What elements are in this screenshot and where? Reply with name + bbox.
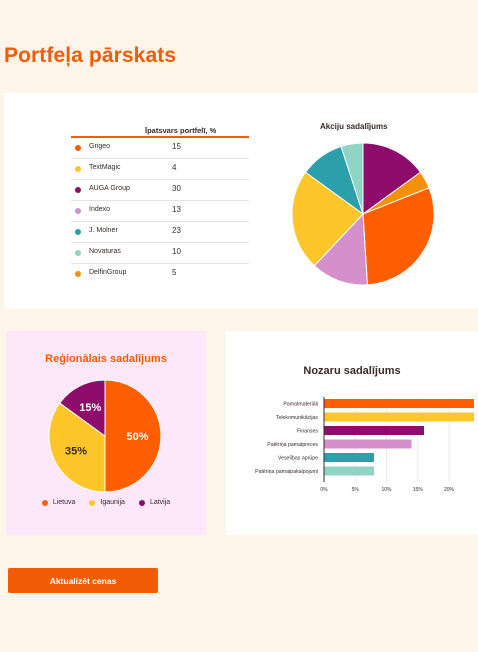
category-label: Patēriņa pamatpreces	[267, 442, 318, 448]
category-label: Finanses	[297, 429, 318, 435]
bar	[324, 426, 424, 435]
bar	[324, 439, 412, 449]
company-name: DelfinGroup	[89, 269, 127, 276]
company-weight: 13	[172, 205, 181, 214]
company-name: Grigeo	[89, 143, 111, 150]
x-tick-label: 10%	[381, 487, 392, 493]
region-chart-title: Reģionālais sadalījums	[45, 353, 167, 365]
portfolio-table: Īpatsvars portfelī, % Grigeo 15 TextMagic 4…	[71, 116, 249, 284]
holdings-pie-slice	[291, 171, 364, 267]
refresh-prices-button[interactable]: Aktualizēt cenas	[8, 568, 158, 593]
region-card: Reģionālais sadalījums 50% 35% 15% Lietuva…	[6, 331, 206, 535]
table-row: DelfinGroup 5	[71, 264, 249, 284]
legend-color-dot	[89, 499, 96, 506]
table-row: TextMagic 4	[71, 159, 249, 180]
series-color-dot	[75, 250, 81, 256]
company-name: TextMagic	[89, 164, 121, 171]
holdings-pie-slice	[313, 212, 368, 286]
slice-value-label: 15%	[79, 402, 101, 414]
holdings-pie-slice	[362, 142, 422, 215]
company-weight: 5	[172, 268, 177, 277]
legend-item-latvija: Latvija	[138, 499, 171, 506]
category-label: Veselības aprūpe	[278, 456, 318, 462]
x-tick-label: 5%	[352, 487, 360, 493]
company-weight: 30	[172, 184, 181, 193]
company-name: Indexo	[89, 206, 111, 213]
region-pie-chart: 50% 35% 15%	[48, 379, 162, 493]
holdings-pie-slice	[340, 142, 364, 215]
bar	[324, 412, 474, 422]
series-color-dot	[75, 145, 81, 151]
table-row: Novaturas 10	[71, 243, 249, 264]
table-row: Grigeo 15	[71, 138, 249, 159]
category-label: Patēriņa pamatpakalpojumi	[255, 469, 318, 475]
legend-item-igaunija: Igaunija	[89, 499, 125, 506]
holdings-pie-slice	[362, 187, 435, 286]
industry-bar-chart: 0% 5% 10% 15% 20% Pamatmateriāli Telekomunikāc…	[255, 397, 474, 493]
holdings-pie-chart	[291, 142, 435, 286]
legend-color-dot	[41, 499, 48, 506]
company-weight: 4	[172, 163, 177, 172]
series-color-dot	[75, 229, 81, 235]
table-row: J. Molner 23	[71, 222, 249, 243]
page-title: Portfeļa pārskats	[4, 44, 177, 67]
slice-value-label: 50%	[126, 431, 148, 443]
table-row: AUGA Group 30	[71, 180, 249, 201]
series-color-dot	[75, 271, 81, 277]
region-legend: Lietuva Igaunija Latvija	[6, 499, 206, 506]
company-weight: 10	[172, 247, 181, 256]
series-color-dot	[75, 208, 81, 214]
bar	[324, 399, 474, 408]
x-tick-label: 0%	[320, 487, 328, 493]
legend-label: Lietuva	[52, 499, 76, 506]
industry-chart-title: Nozaru sadalījums	[303, 365, 401, 377]
bar	[324, 466, 374, 476]
legend-item-lietuva: Lietuva	[41, 499, 76, 506]
bar	[324, 453, 374, 462]
region-pie-slice	[58, 379, 106, 437]
region-pie-slice	[48, 402, 106, 493]
x-tick-label: 20%	[444, 487, 455, 493]
slice-value-label: 35%	[65, 446, 87, 458]
portfolio-card: Īpatsvars portfelī, % Grigeo 15 TextMagic 4…	[4, 93, 478, 309]
legend-label: Igaunija	[100, 499, 125, 506]
company-weight: 15	[172, 142, 181, 151]
series-color-dot	[75, 187, 81, 193]
series-color-dot	[75, 166, 81, 172]
industry-card: Nozaru sadalījums 0% 5% 10% 15% 20% Pamatmate…	[226, 331, 478, 535]
company-name: Novaturas	[89, 248, 121, 255]
company-name: J. Molner	[89, 227, 118, 234]
value-column-header: Īpatsvars portfelī, %	[145, 126, 217, 135]
company-weight: 23	[172, 226, 181, 235]
x-tick-label: 15%	[413, 487, 424, 493]
holdings-chart-title: Akciju sadalījums	[320, 122, 388, 131]
legend-color-dot	[138, 499, 145, 506]
table-row: Indexo 13	[71, 201, 249, 222]
category-label: Pamatmateriāli	[283, 402, 318, 408]
category-label: Telekomunikācijas	[276, 415, 319, 421]
company-name: AUGA Group	[89, 185, 130, 192]
region-pie-slice	[104, 379, 162, 493]
table-header: Īpatsvars portfelī, %	[71, 116, 249, 138]
legend-label: Latvija	[149, 499, 171, 506]
